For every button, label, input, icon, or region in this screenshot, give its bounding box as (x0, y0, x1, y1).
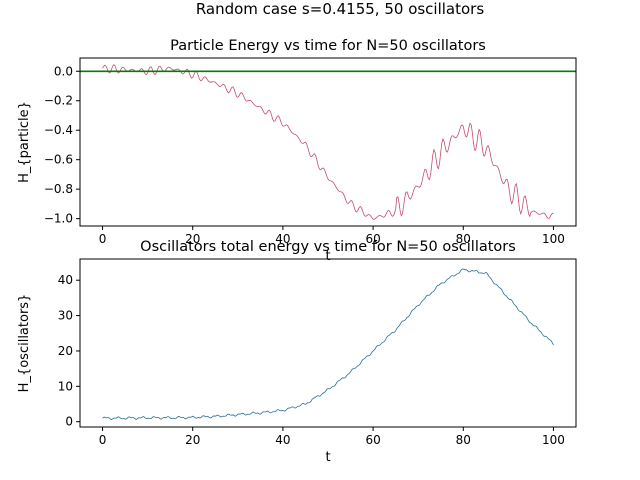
series-line-0 (102, 64, 554, 220)
x-tick-label: 80 (456, 433, 471, 447)
chart-title: Oscillators total energy vs time for N=5… (140, 239, 516, 255)
x-tick-label: 80 (456, 232, 471, 246)
y-axis-label: H_{particle} (17, 101, 32, 183)
y-tick-label: −0.2 (44, 94, 73, 108)
series-line-0 (102, 268, 554, 420)
y-tick-label: 20 (58, 344, 73, 358)
x-tick-label: 20 (185, 232, 200, 246)
subplot-oscillators-energy: Oscillators total energy vs time for N=5… (17, 239, 577, 465)
x-axis-label: t (325, 450, 330, 465)
y-tick-label: 0.0 (54, 64, 73, 78)
x-tick-label: 40 (275, 232, 290, 246)
figure-suptitle: Random case s=0.4155, 50 oscillators (196, 0, 485, 18)
chart-title: Particle Energy vs time for N=50 oscilla… (170, 38, 486, 54)
y-tick-label: 30 (58, 309, 73, 323)
x-axis-label: t (325, 249, 330, 264)
x-tick-label: 40 (275, 433, 290, 447)
x-tick-label: 60 (365, 232, 380, 246)
y-tick-label: −0.4 (44, 123, 73, 137)
y-tick-label: 10 (58, 379, 73, 393)
axes-frame (79, 57, 577, 227)
x-tick-label: 0 (99, 433, 107, 447)
subplot-particle-energy: Particle Energy vs time for N=50 oscilla… (17, 38, 577, 264)
x-tick-label: 20 (185, 433, 200, 447)
y-tick-label: −0.8 (44, 182, 73, 196)
y-tick-label: −1.0 (44, 212, 73, 226)
x-tick-label: 100 (542, 232, 565, 246)
y-tick-label: 0 (65, 415, 73, 429)
x-tick-label: 100 (542, 433, 565, 447)
y-axis-label: H_{oscillators} (17, 294, 32, 393)
y-tick-label: −0.6 (44, 153, 73, 167)
x-tick-label: 0 (99, 232, 107, 246)
axes-frame (79, 258, 577, 428)
x-tick-label: 60 (365, 433, 380, 447)
y-tick-label: 40 (58, 273, 73, 287)
